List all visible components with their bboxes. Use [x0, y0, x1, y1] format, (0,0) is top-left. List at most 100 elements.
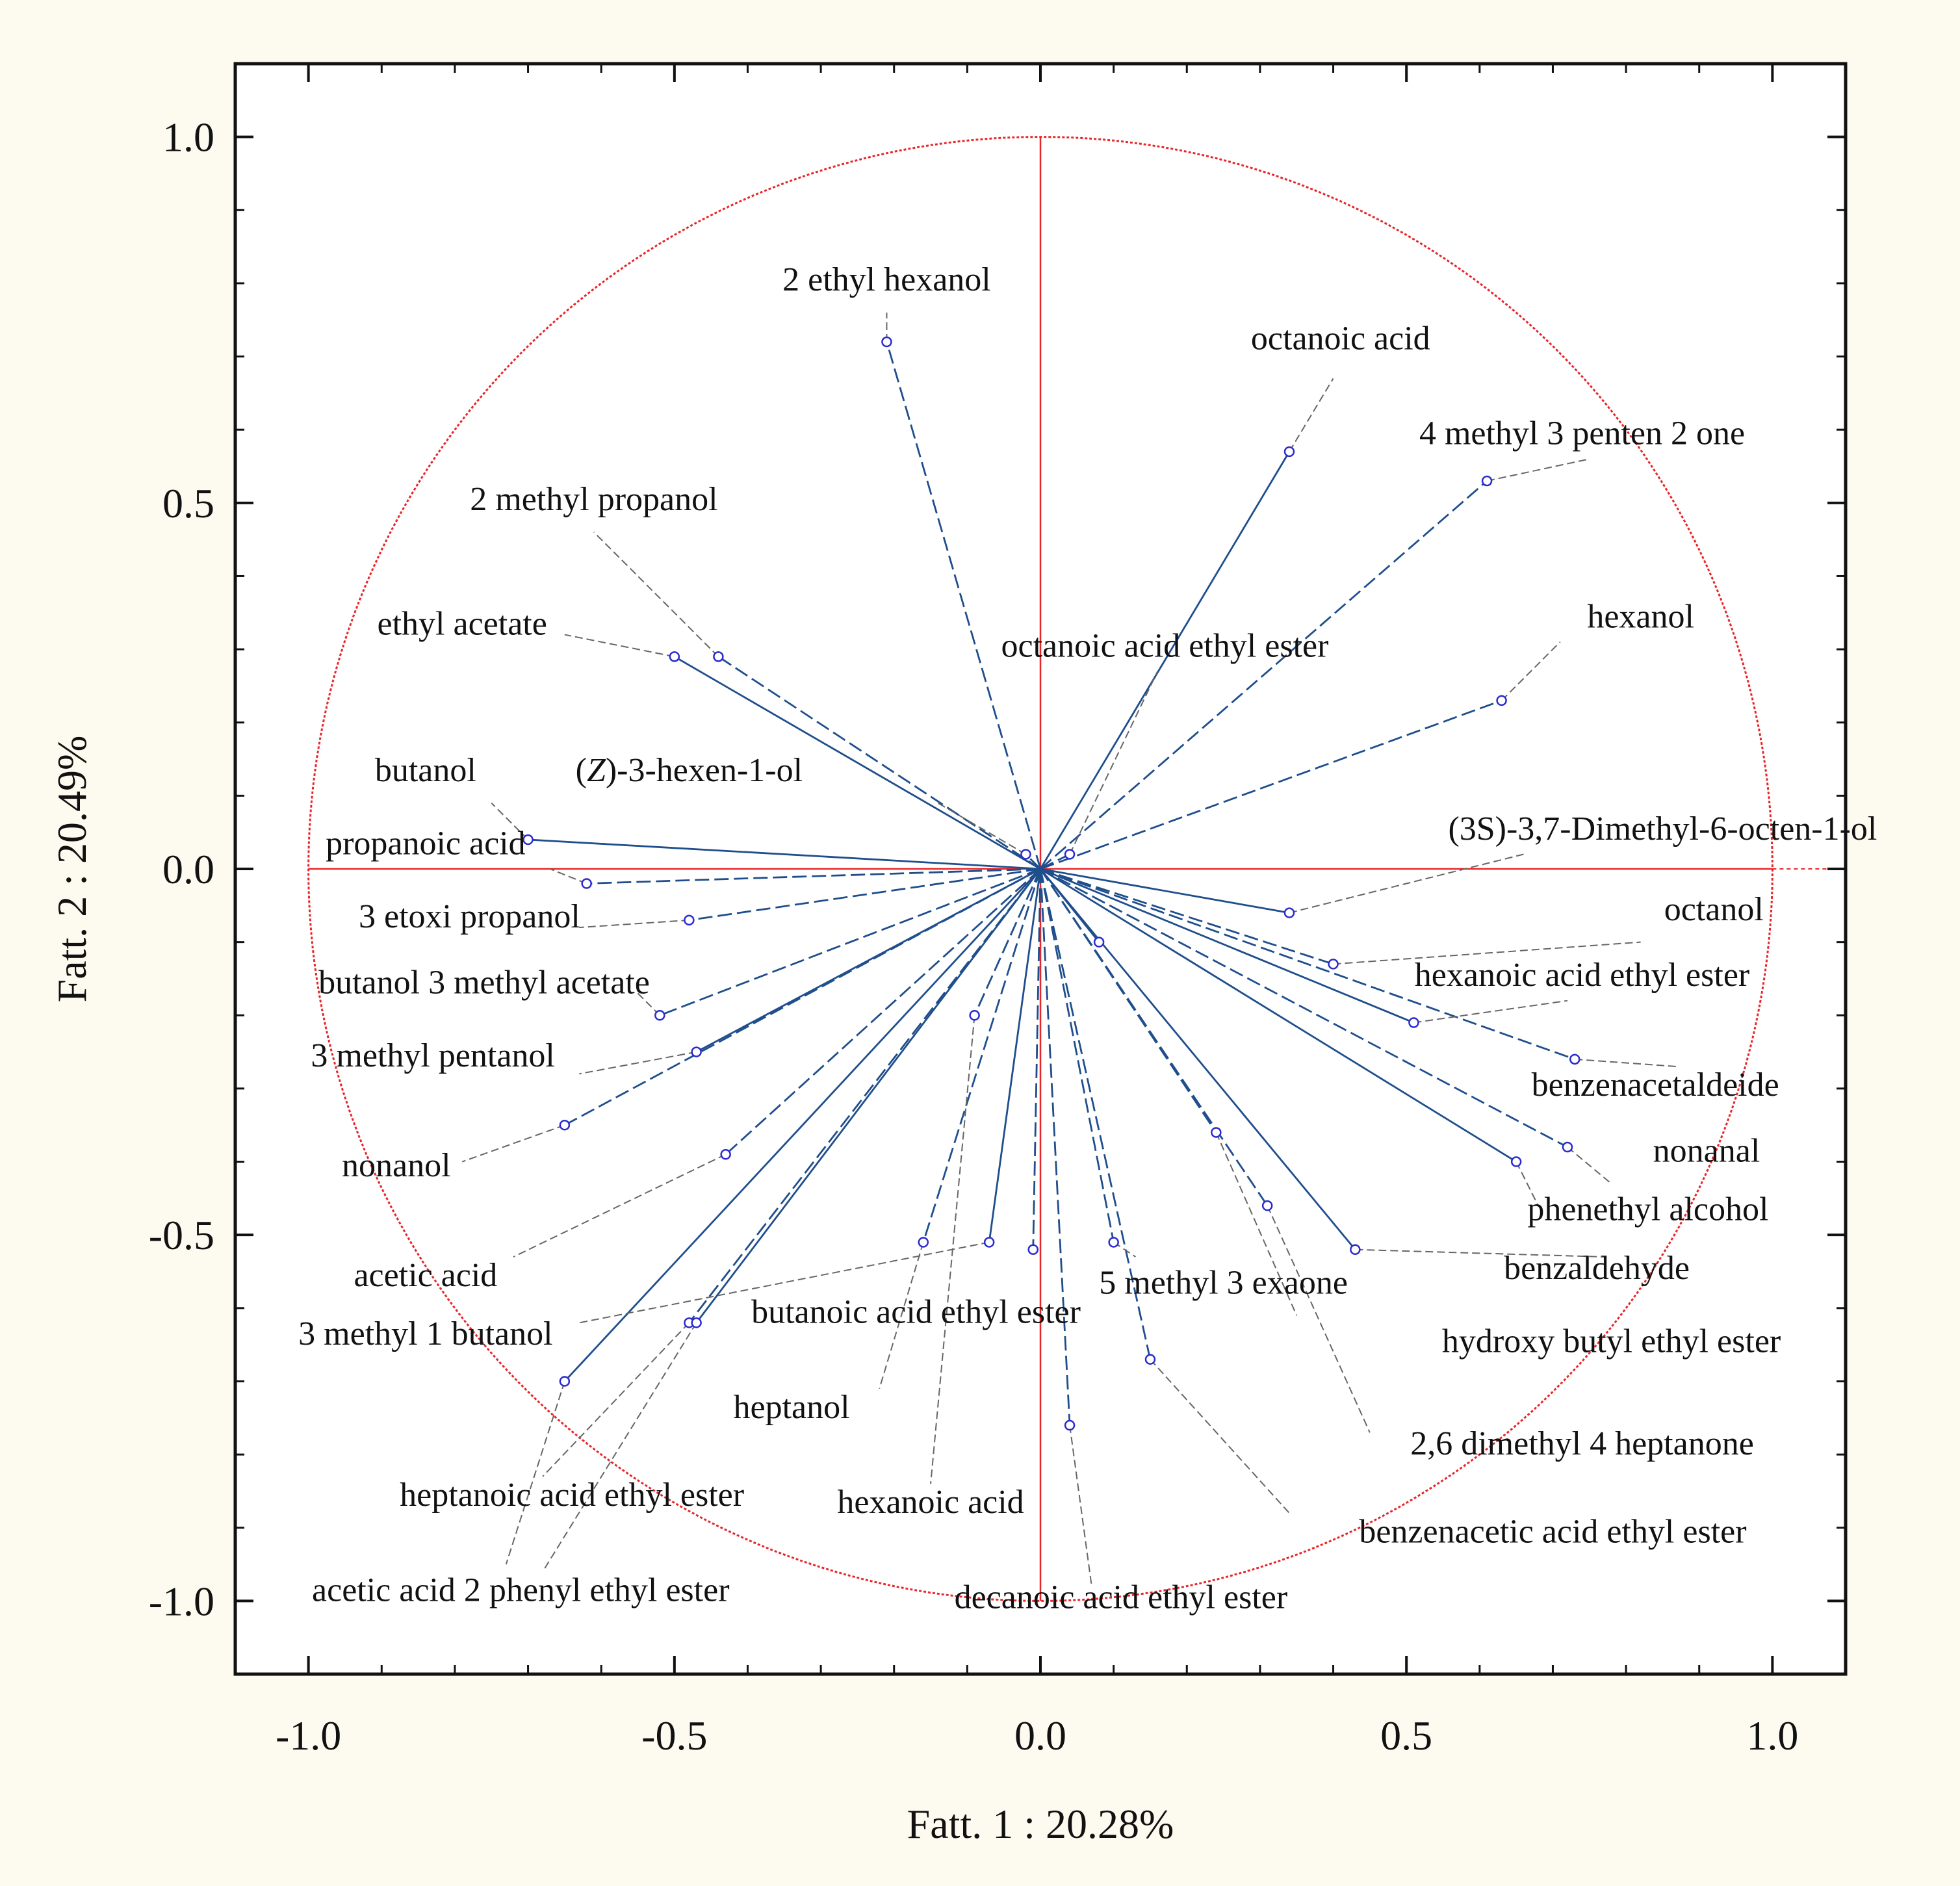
y-tick-label-4: -1.0 — [149, 1578, 214, 1624]
x-axis-title: Fatt. 1 : 20.28% — [907, 1801, 1174, 1847]
x-tick-label-1: -0.5 — [641, 1712, 707, 1759]
leader-line-decanoic-acid-ethyl-ester-32 — [1069, 1425, 1092, 1586]
loading-point-3s-3-7-dimethyl-6-octen-1-ol-10 — [1283, 907, 1295, 918]
loading-point-unnamed-34 — [1093, 937, 1105, 948]
loading-point-2-methyl-propanol-3 — [713, 651, 724, 662]
loading-vector-unnamed-33 — [1032, 868, 1042, 1250]
leader-line-acetic-acid-2-phenyl-ethyl-ester-31 — [542, 1322, 697, 1572]
variable-label-5-methyl-3-exaone-21: 5 methyl 3 exaone — [1099, 1264, 1348, 1301]
loading-point-octanol-12 — [1328, 959, 1339, 970]
loading-vector-hexanoic-acid-ethyl-ester-13 — [1040, 868, 1414, 1024]
variable-label-2-ethyl-hexanol-0: 2 ethyl hexanol — [782, 261, 991, 298]
loading-point-z-3-hexen-1-ol-8 — [1020, 849, 1031, 860]
loading-vector-2-methyl-propanol-3 — [717, 656, 1041, 870]
loading-vector-heptanol-24 — [922, 868, 1042, 1243]
leader-line-3-methyl-1-butanol-26 — [542, 1322, 690, 1477]
variable-label-hexanol-5: hexanol — [1587, 598, 1694, 635]
leader-line-octanoic-acid-1 — [1289, 378, 1334, 452]
variable-label-butanoic-acid-ethyl-ester-25: butanoic acid ethyl ester — [751, 1293, 1081, 1330]
label-leaders — [461, 312, 1678, 1586]
leader-line-heptanoic-acid-ethyl-ester-28 — [505, 1381, 565, 1565]
leader-line-hexanoic-acid-29 — [930, 1015, 975, 1484]
leader-line-ethyl-acetate-4 — [564, 634, 675, 658]
variable-label-2-methyl-propanol-3: 2 methyl propanol — [470, 481, 717, 518]
variable-label-butanol-7: butanol — [375, 752, 476, 789]
variable-label-octanol-12: octanol — [1664, 891, 1764, 928]
leader-line-4-methyl-3-penten-2-one-2 — [1486, 458, 1590, 482]
variable-label-propanoic-acid-9: propanoic acid — [326, 825, 526, 862]
variable-label-acetic-acid-2-phenyl-ethyl-ester-31: acetic acid 2 phenyl ethyl ester — [312, 1571, 729, 1608]
variable-label-z-3-hexen-1-ol-8: (Z)-3-hexen-1-ol — [576, 752, 803, 789]
leader-line-octanoic-acid-ethyl-ester-6 — [1069, 671, 1159, 855]
loading-point-benzaldehyde-22 — [1350, 1244, 1361, 1255]
loading-point-nonanol-17 — [559, 1119, 571, 1131]
loading-vector-acetic-acid-2-phenyl-ethyl-ester-31 — [695, 868, 1042, 1324]
leader-line-phenethyl-alcohol-19 — [1515, 1161, 1539, 1206]
loading-point-hydroxy-butyl-ethyl-ester-23 — [1211, 1127, 1222, 1138]
y-tick-label-0: 1.0 — [162, 114, 214, 161]
leader-line-3-etoxi-propanol-11 — [579, 919, 690, 929]
loading-vector-hexanol-5 — [1040, 699, 1502, 870]
variable-label-nonanal-18: nonanal — [1653, 1133, 1760, 1170]
loading-point-ethyl-acetate-4 — [669, 651, 680, 662]
loading-vector-unnamed-34 — [1039, 868, 1100, 943]
variable-label-hydroxy-butyl-ethyl-ester-23: hydroxy butyl ethyl ester — [1442, 1323, 1781, 1360]
leader-line-nonanol-17 — [461, 1124, 565, 1163]
loading-vector-benzenacetic-acid-ethyl-ester-30 — [1039, 868, 1152, 1360]
loading-point-2-6-dimethyl-4-heptanone-27 — [1261, 1200, 1273, 1211]
leader-line-acetic-acid-20 — [513, 1154, 727, 1258]
loading-point-4-methyl-3-penten-2-one-2 — [1481, 475, 1493, 487]
loading-vector-hexanoic-acid-29 — [974, 868, 1042, 1016]
loading-vector-3-methyl-1-butanol-26 — [688, 868, 1042, 1324]
leader-line-hexanoic-acid-ethyl-ester-13 — [1413, 1000, 1568, 1024]
leader-line-2-6-dimethyl-4-heptanone-27 — [1267, 1205, 1371, 1433]
variable-label-ethyl-acetate-4: ethyl acetate — [378, 606, 547, 643]
loading-point-benzenacetic-acid-ethyl-ester-30 — [1144, 1354, 1156, 1365]
loading-point-3-etoxi-propanol-11 — [684, 914, 695, 926]
loading-point-unnamed-33 — [1027, 1244, 1038, 1255]
loading-point-nonanal-18 — [1562, 1141, 1573, 1153]
leader-line-3-methyl-pentanol-16 — [579, 1051, 697, 1075]
leader-line-z-3-hexen-1-ol-8 — [937, 802, 1026, 855]
leader-line-heptanol-24 — [879, 1242, 924, 1389]
loading-point-butanoic-acid-ethyl-ester-25 — [983, 1237, 995, 1248]
loading-point-butanol-7 — [522, 834, 534, 846]
variable-label-butanol-3-methyl-acetate-14: butanol 3 methyl acetate — [318, 964, 650, 1001]
variable-label-decanoic-acid-ethyl-ester-32: decanoic acid ethyl ester — [955, 1579, 1288, 1616]
leader-line-octanol-12 — [1333, 941, 1641, 965]
loading-vector-3-etoxi-propanol-11 — [689, 868, 1041, 922]
loading-vector-octanoic-acid-ethyl-ester-6 — [1040, 853, 1070, 870]
loading-vector-butanol-3-methyl-acetate-14 — [659, 868, 1041, 1016]
y-tick-label-1: 0.5 — [162, 480, 214, 526]
variable-labels: 2 ethyl hexanol octanoic acid 4 methyl 3 p… — [298, 261, 1877, 1616]
y-tick-label-3: -0.5 — [149, 1212, 214, 1258]
loading-points — [522, 336, 1580, 1431]
leader-line-2-methyl-propanol-3 — [593, 532, 719, 658]
variable-label-hexanoic-acid-ethyl-ester-13: hexanoic acid ethyl ester — [1415, 957, 1749, 994]
loading-vector-heptanoic-acid-ethyl-ester-28 — [563, 868, 1042, 1382]
loading-point-acetic-acid-20 — [720, 1149, 731, 1160]
loading-vector-butanol-7 — [528, 838, 1041, 870]
variable-label-benzenacetic-acid-ethyl-ester-30: benzenacetic acid ethyl ester — [1359, 1513, 1746, 1550]
loading-point-5-methyl-3-exaone-21 — [1108, 1237, 1119, 1248]
leader-line-nonanal-18 — [1567, 1146, 1612, 1185]
variable-label-octanoic-acid-ethyl-ester-6: octanoic acid ethyl ester — [1001, 627, 1329, 664]
variable-label-nonanol-17: nonanol — [342, 1147, 451, 1184]
loading-vector-decanoic-acid-ethyl-ester-32 — [1039, 868, 1071, 1426]
leader-line-propanoic-acid-9 — [549, 868, 587, 885]
loading-point-2-ethyl-hexanol-0 — [881, 336, 892, 348]
variable-label-2-6-dimethyl-4-heptanone-27: 2,6 dimethyl 4 heptanone — [1410, 1425, 1754, 1462]
variable-label-hexanoic-acid-29: hexanoic acid — [837, 1484, 1024, 1521]
variable-label-phenethyl-alcohol-19: phenethyl alcohol — [1527, 1191, 1768, 1228]
loading-vector-benzenacetaldeide-15 — [1040, 868, 1575, 1061]
variable-label-3s-3-7-dimethyl-6-octen-1-ol-10: (3S)-3,7-Dimethyl-6-octen-1-ol — [1448, 810, 1877, 847]
loading-vector-nonanol-17 — [564, 868, 1041, 1126]
variable-label-heptanoic-acid-ethyl-ester-28: heptanoic acid ethyl ester — [400, 1477, 744, 1514]
leader-line-butanol-7 — [491, 802, 529, 840]
x-tick-label-3: 0.5 — [1380, 1712, 1432, 1759]
loading-vector-4-methyl-3-penten-2-one-2 — [1040, 480, 1488, 870]
y-axis-title: Fatt. 2 : 20.49% — [49, 736, 95, 1003]
loading-vector-phenethyl-alcohol-19 — [1040, 868, 1517, 1163]
variable-label-3-methyl-pentanol-16: 3 methyl pentanol — [311, 1037, 554, 1074]
variable-label-heptanol-24: heptanol — [734, 1389, 850, 1426]
